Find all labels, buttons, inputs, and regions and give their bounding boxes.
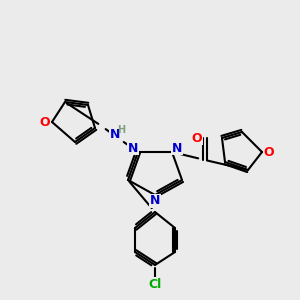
Text: N: N — [150, 194, 160, 208]
Text: N: N — [172, 142, 182, 154]
Text: O: O — [192, 131, 202, 145]
Text: H: H — [117, 125, 125, 135]
Text: Cl: Cl — [148, 278, 162, 290]
Text: N: N — [110, 128, 120, 142]
Text: O: O — [40, 116, 50, 128]
Text: N: N — [128, 142, 138, 154]
Text: O: O — [264, 146, 274, 158]
